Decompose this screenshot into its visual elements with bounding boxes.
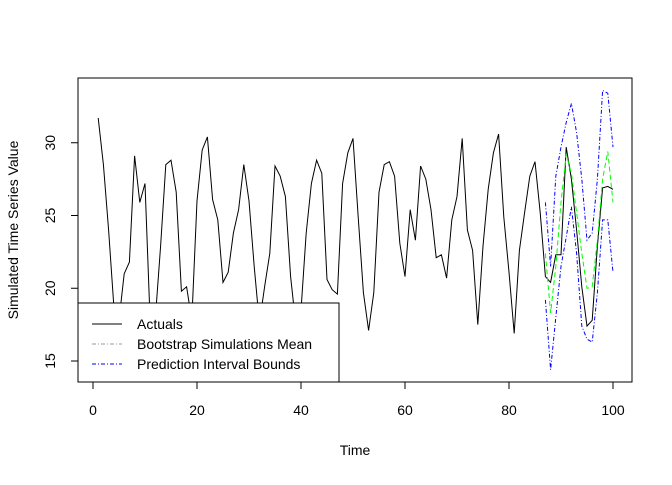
series-bootstrap-mean-line (544, 151, 614, 314)
series-actuals-line (97, 117, 614, 334)
y-tick-label: 25 (42, 208, 58, 224)
legend: Actuals Bootstrap Simulations Mean Predi… (77, 302, 340, 383)
legend-label-actuals: Actuals (137, 316, 183, 332)
x-tick-label: 100 (601, 402, 625, 418)
axes-layer: 0 20 40 60 80 100 15 20 25 30 (42, 135, 625, 418)
series-lower-bound-line (544, 206, 614, 370)
legend-label-bounds: Prediction Interval Bounds (137, 356, 300, 372)
x-tick-label: 0 (89, 402, 97, 418)
x-tick-label: 60 (397, 402, 413, 418)
x-tick-label: 80 (501, 402, 517, 418)
y-axis-label: Simulated Time Series Value (5, 140, 21, 319)
y-tick-label: 15 (42, 353, 58, 369)
x-tick-label: 20 (189, 402, 205, 418)
series-upper-bound-line (544, 89, 614, 267)
series-layer (97, 89, 614, 370)
x-axis-label: Time (340, 442, 371, 458)
y-tick-label: 20 (42, 280, 58, 296)
x-tick-label: 40 (293, 402, 309, 418)
legend-box (77, 302, 340, 383)
y-tick-label: 30 (42, 135, 58, 151)
legend-label-mean: Bootstrap Simulations Mean (137, 336, 312, 352)
